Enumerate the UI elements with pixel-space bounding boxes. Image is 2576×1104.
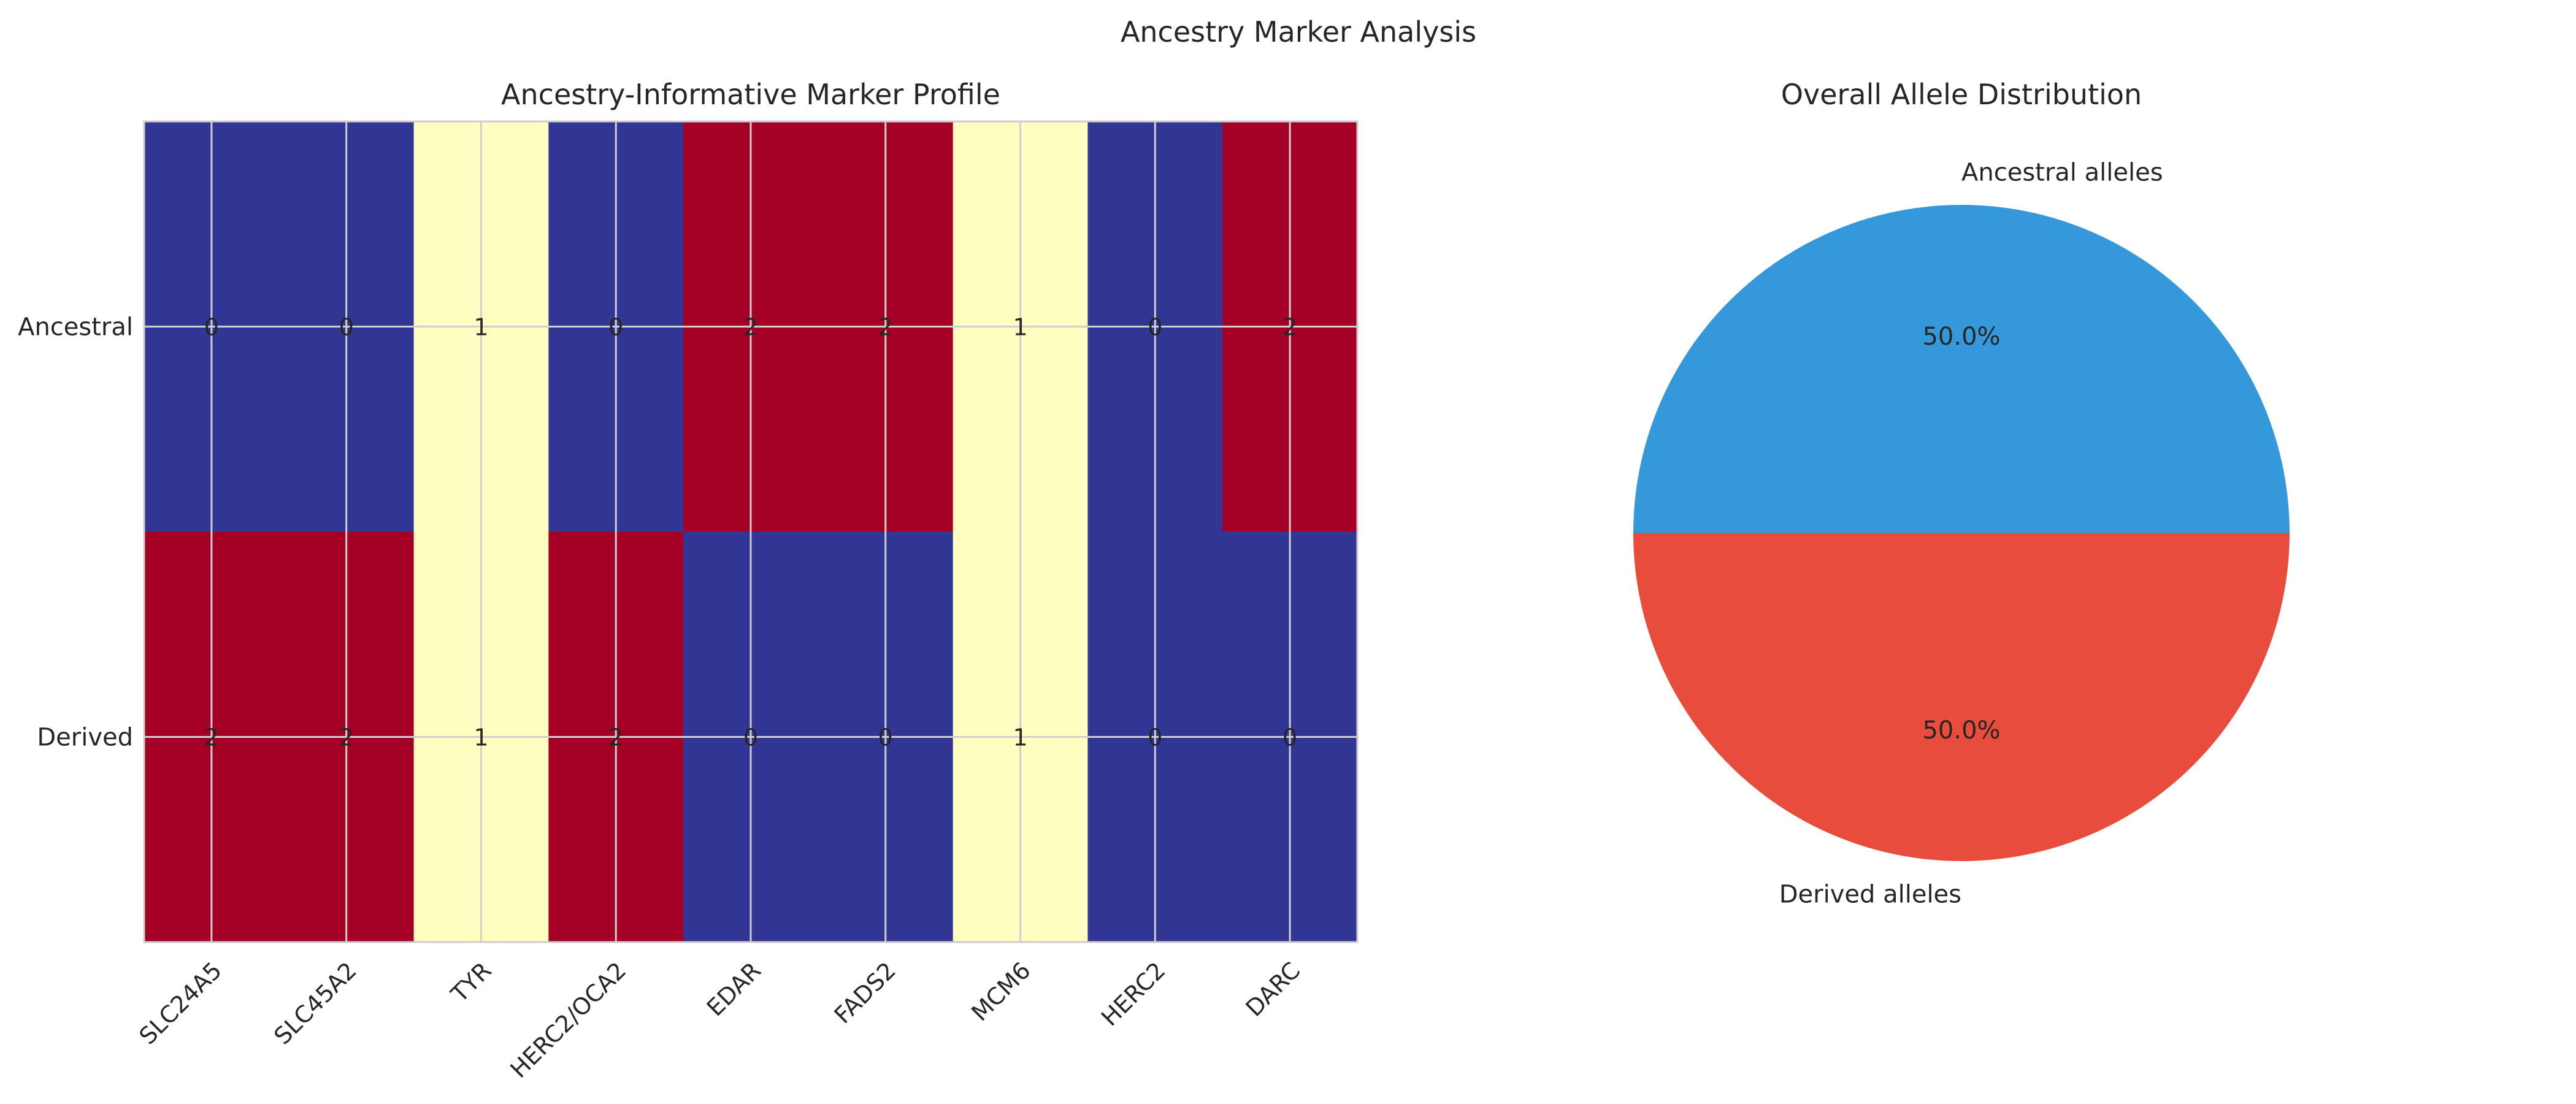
pie-wedge <box>1633 533 2290 861</box>
heatmap-x-tick-label: EDAR <box>702 957 766 1021</box>
heatmap-x-tick-label: MCM6 <box>966 957 1035 1026</box>
heatmap-x-tick-label: HERC2 <box>1096 957 1170 1031</box>
pie-panel: Overall Allele Distribution Ancestral al… <box>1633 78 2290 909</box>
heatmap-cell-value: 0 <box>608 314 623 341</box>
heatmap-title: Ancestry-Informative Marker Profile <box>501 78 1000 111</box>
heatmap-x-tick-label: TYR <box>445 957 496 1008</box>
heatmap-cell-value: 2 <box>743 314 758 341</box>
heatmap-grid <box>144 121 1357 942</box>
pie-wedge <box>1633 205 2290 533</box>
heatmap-cell-value: 2 <box>608 724 623 751</box>
heatmap-x-tick-label: FADS2 <box>829 957 901 1029</box>
heatmap-cell-value: 1 <box>473 724 488 751</box>
heatmap-x-tick-label: DARC <box>1240 957 1305 1022</box>
heatmap-y-tick-label: Derived <box>37 724 133 752</box>
heatmap-cell-value: 2 <box>1282 314 1297 341</box>
heatmap-cell-value: 0 <box>204 314 219 341</box>
heatmap-cell-value: 0 <box>878 724 893 751</box>
heatmap-y-tick-labels: Ancestral Derived <box>18 313 133 752</box>
heatmap-cell-value: 0 <box>1148 724 1162 751</box>
heatmap-frame <box>143 120 1359 943</box>
heatmap-cell-value: 1 <box>1013 724 1027 751</box>
heatmap-cell-value: 0 <box>743 724 758 751</box>
heatmap-cell-value: 0 <box>1148 314 1162 341</box>
figure-suptitle: Ancestry Marker Analysis <box>1121 15 1476 48</box>
heatmap-cell-value: 2 <box>878 314 893 341</box>
heatmap-cell-value: 0 <box>339 314 354 341</box>
heatmap-cell-value: 1 <box>473 314 488 341</box>
pie-percent-label: 50.0% <box>1922 323 2000 351</box>
pie-label: Ancestral alleles <box>1961 159 2163 187</box>
heatmap-x-tick-label: SLC24A5 <box>134 957 227 1050</box>
heatmap-annotations: 0 0 1 0 2 2 1 0 2 2 2 1 2 0 0 1 0 0 <box>204 314 1297 751</box>
heatmap-cell-value: 1 <box>1013 314 1027 341</box>
pie-percent-label: 50.0% <box>1922 716 2000 745</box>
heatmap-x-tick-labels: SLC24A5 SLC45A2 TYR HERC2/OCA2 EDAR FADS2 MCM6… <box>134 957 1305 1083</box>
pie-labels: Ancestral alleles 50.0% Derived alleles 50.… <box>1779 159 2163 909</box>
heatmap-cell-value: 2 <box>204 724 219 751</box>
heatmap-x-tick-label: HERC2/OCA2 <box>505 957 631 1083</box>
heatmap-cell-value: 2 <box>339 724 354 751</box>
pie-label: Derived alleles <box>1779 881 1961 909</box>
heatmap-y-tick-label: Ancestral <box>18 313 133 342</box>
pie-wedges <box>1633 205 2290 861</box>
pie-title: Overall Allele Distribution <box>1781 78 2142 111</box>
heatmap-x-tick-label: SLC45A2 <box>269 957 362 1050</box>
heatmap-cell-value: 0 <box>1282 724 1297 751</box>
